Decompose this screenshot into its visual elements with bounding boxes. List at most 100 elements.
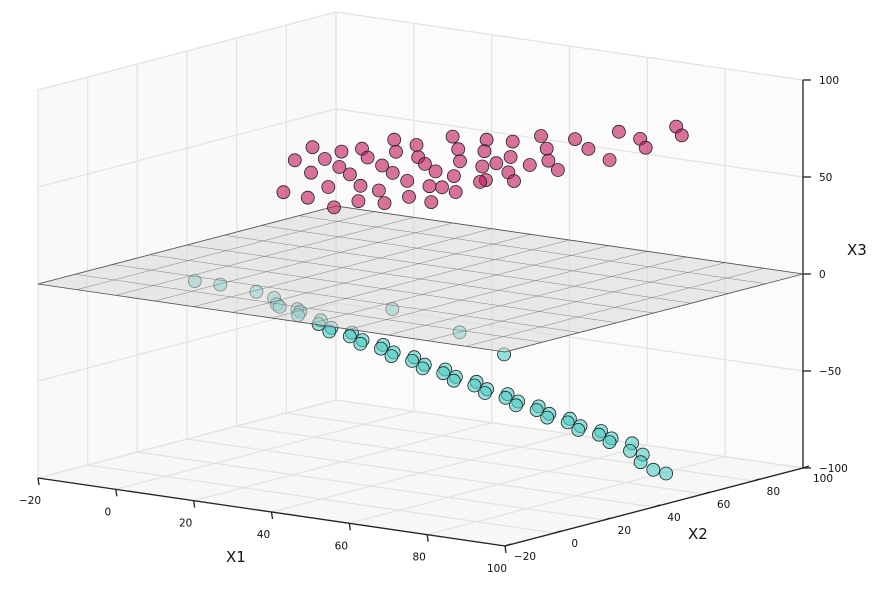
z-tick-label: −50 (819, 366, 841, 378)
x-tick-label: 60 (335, 540, 348, 552)
scatter-point (522, 158, 537, 172)
plane-mesh-line (37, 283, 506, 353)
y-tick-label: 80 (767, 486, 780, 498)
grid-line-z-side (37, 11, 337, 91)
scatter-point (353, 336, 368, 351)
grid-line-y-floor (137, 451, 605, 521)
scatter-point (451, 142, 466, 157)
scatter-point (659, 466, 673, 481)
scatter-point (385, 165, 400, 180)
scatter-point (321, 180, 336, 194)
scatter-point (448, 185, 463, 199)
x-tick-mark (115, 489, 118, 497)
scatter-point (300, 190, 315, 205)
scatter-point (445, 129, 460, 144)
y-tick-label: −20 (514, 551, 536, 563)
scatter-point (479, 132, 494, 147)
z-tick-label: 100 (819, 75, 839, 87)
y-tick-mark (753, 478, 760, 482)
scatter-point (387, 132, 402, 147)
plane-mesh-line (224, 235, 692, 304)
series-above-plane (276, 119, 689, 215)
scatter-point (424, 195, 439, 210)
scatter-point (304, 165, 318, 180)
scatter-point (353, 178, 368, 193)
plane-mesh-line (261, 225, 729, 294)
scatter-point (560, 415, 575, 430)
scatter-point (377, 196, 392, 211)
scatter-point (529, 403, 544, 418)
scatter-point (638, 140, 653, 155)
grid-line-z-side (37, 108, 337, 188)
plane-mesh-line (112, 264, 580, 333)
x-tick-mark (37, 477, 40, 486)
x-tick-label: 40 (257, 529, 270, 541)
y-tick-mark (653, 504, 661, 508)
scatter-point (477, 386, 492, 400)
separating-plane (37, 205, 804, 353)
scatter-point (342, 329, 357, 344)
grid-line-y-floor (87, 464, 555, 534)
x-tick-label: 100 (487, 563, 507, 575)
scatter-point (400, 173, 415, 188)
scatter-point (602, 153, 617, 167)
scatter-point (475, 159, 490, 174)
scatter-point (389, 144, 403, 159)
scatter-point (453, 154, 467, 169)
scatter-point (287, 153, 302, 168)
scatter-point (633, 455, 648, 470)
scatter-point (507, 174, 521, 189)
scatter-point (602, 435, 617, 450)
scatter-point (334, 144, 349, 159)
scatter-point (541, 153, 556, 168)
scatter-point (384, 349, 399, 364)
scatter-point (317, 152, 332, 166)
scatter-point (342, 167, 357, 182)
scatter-point (505, 134, 520, 149)
plane-mesh-line (298, 215, 766, 284)
scatter-point (539, 141, 554, 156)
x-tick-mark (270, 511, 274, 520)
plane-mesh-line (75, 274, 543, 343)
scatter-point (332, 160, 347, 174)
scatter-point (467, 378, 482, 393)
scatter-point (373, 341, 388, 356)
scatter-point (276, 185, 291, 200)
z-tick-label: −100 (819, 463, 848, 475)
scatter-point (612, 124, 626, 139)
y-tick-label: 40 (667, 512, 680, 524)
x-tick-mark (504, 545, 507, 554)
scatter-point (305, 140, 320, 155)
plane-mesh-line (335, 205, 804, 275)
grid-line-z-back (335, 11, 804, 81)
scatter-point (435, 180, 449, 195)
scatter-point (498, 390, 513, 405)
scatter-point (436, 366, 451, 381)
scatter-point (405, 353, 420, 368)
z-tick-label: 0 (819, 269, 826, 281)
scatter-point (581, 141, 596, 156)
scatter-point (509, 398, 523, 413)
scatter-point (327, 200, 341, 215)
grid-line-y-floor (286, 412, 754, 482)
y-tick-label: 60 (717, 499, 730, 511)
plane-mesh-line (149, 254, 617, 323)
x-tick-label: 0 (104, 506, 111, 518)
scatter-point (422, 179, 437, 194)
y-tick-label: 20 (618, 525, 631, 537)
x-tick-mark (193, 500, 196, 508)
y-tick-label: 100 (813, 473, 833, 485)
scatter-point (402, 189, 416, 204)
scatter-point (592, 427, 606, 442)
x-tick-mark (348, 523, 351, 531)
x-tick-label: 20 (179, 518, 192, 530)
y-axis-label: X2 (688, 525, 708, 543)
scatter-point (415, 361, 430, 376)
scatter-point (551, 163, 565, 177)
scatter-point (646, 462, 661, 477)
scatter-point (428, 164, 443, 179)
x-tick-label: 80 (412, 552, 425, 564)
scatter-point (360, 150, 375, 165)
